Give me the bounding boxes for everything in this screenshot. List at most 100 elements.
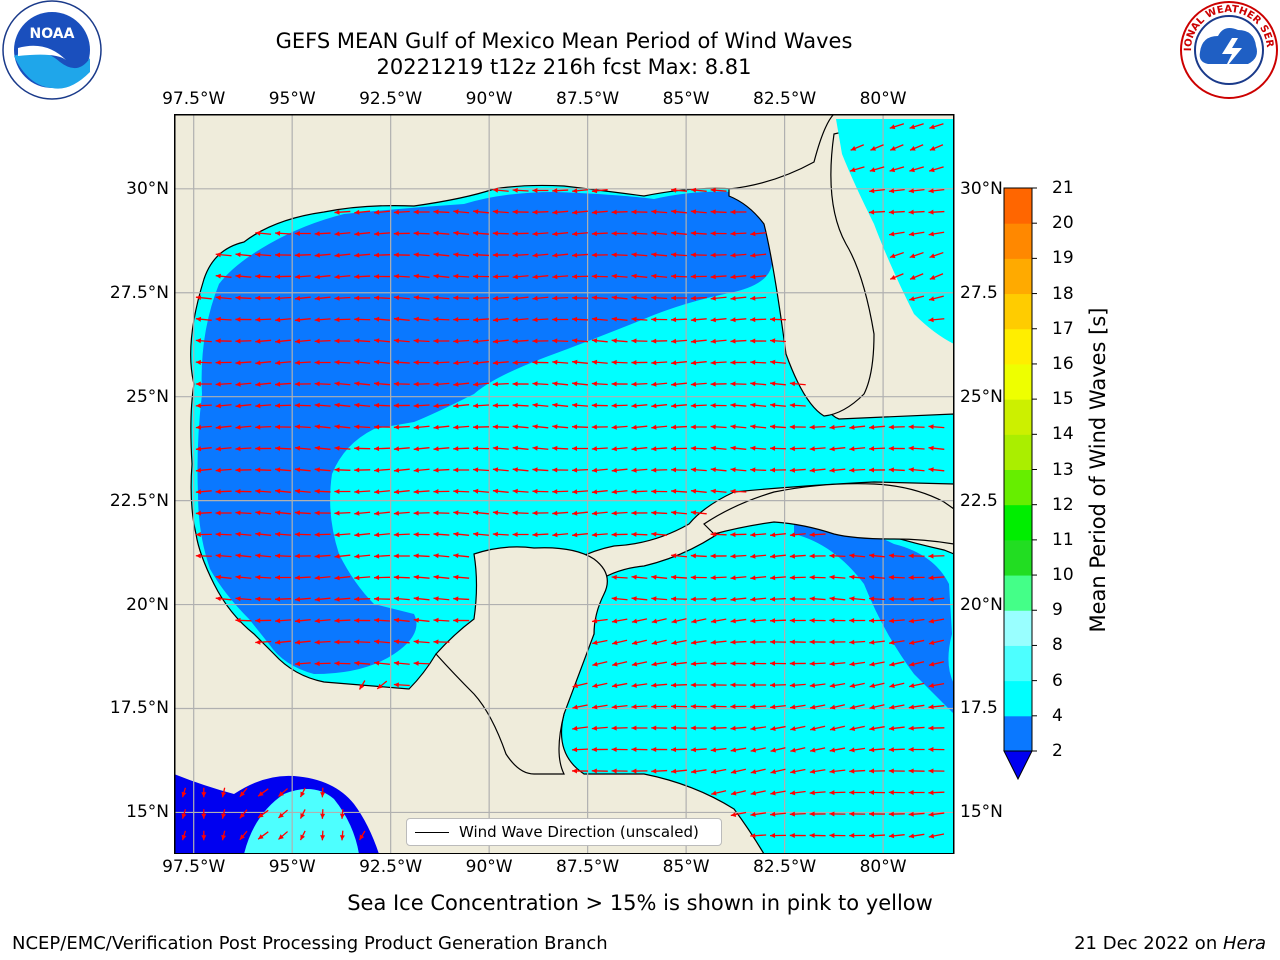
wave-direction-arrow [433,295,450,301]
wave-direction-arrow [690,574,707,580]
wave-direction-arrow [374,660,390,666]
wave-direction-arrow [611,467,628,473]
wave-direction-arrow [770,424,786,430]
wave-direction-arrow [512,231,529,237]
wave-direction-arrow [572,704,588,710]
wave-direction-arrow [671,639,687,645]
wave-direction-arrow [670,317,688,323]
wave-direction-arrow [809,596,826,602]
wave-direction-arrow [195,295,212,301]
wave-direction-arrow [235,295,252,301]
wave-direction-arrow [393,209,410,215]
wave-direction-arrow [314,402,331,408]
wave-direction-arrow [651,725,668,731]
wave-direction-arrow [320,830,326,841]
wave-direction-arrow [631,360,648,366]
wave-direction-arrow [849,833,866,839]
wave-direction-arrow [294,274,311,280]
wave-direction-arrow [770,790,786,796]
wave-direction-arrow [215,574,232,580]
wave-direction-arrow [690,295,707,301]
colorbar-tick-label: 13 [1052,459,1074,480]
wave-direction-arrow [710,661,727,667]
wave-direction-arrow [928,209,945,215]
wave-direction-arrow [512,295,529,301]
wave-direction-arrow [354,252,371,258]
wave-direction-arrow [215,338,232,344]
colorbar-tick-label: 15 [1052,389,1074,410]
wave-direction-arrow [552,338,569,344]
wave-direction-arrow [809,574,826,580]
wave-direction-arrow [651,768,668,774]
wave-direction-arrow [829,768,846,774]
wave-direction-arrow [354,274,371,280]
wave-direction-arrow [215,553,232,559]
wave-direction-arrow [453,424,470,430]
wave-direction-arrow [928,811,945,817]
wave-direction-arrow [255,273,272,279]
wave-direction-arrow [334,553,351,559]
map-frame [174,114,955,855]
wave-direction-arrow [413,316,430,322]
wave-direction-arrow [750,338,767,344]
wave-direction-arrow [393,359,410,365]
wave-direction-arrow [631,273,648,279]
wave-direction-arrow [532,274,549,280]
gulf-2to4s-region [197,191,772,674]
wave-direction-arrow [354,338,371,344]
wave-direction-arrow [809,747,826,753]
wave-direction-arrow [374,489,390,495]
wave-direction-arrow [710,488,727,494]
wave-direction-arrow [928,295,944,302]
wave-direction-arrow [651,661,668,667]
wave-direction-arrow [730,811,747,817]
wave-direction-arrow [354,575,371,581]
wave-direction-arrow [730,660,747,666]
wave-direction-arrow [730,295,747,301]
wave-direction-arrow [512,338,529,344]
wave-direction-arrow [651,209,668,215]
wave-direction-arrow [790,768,806,774]
wave-direction-arrow [690,274,707,280]
wave-direction-arrow [908,833,925,839]
wave-direction-arrow [651,316,668,322]
wave-direction-arrow [393,273,410,279]
wave-direction-arrow [869,704,885,710]
wave-direction-arrow [809,811,826,817]
wave-direction-arrow [453,531,470,537]
wave-direction-arrow [215,489,232,495]
wave-direction-arrow [710,274,727,280]
wave-direction-arrow [354,402,371,408]
wave-direction-arrow [670,725,688,731]
wave-direction-arrow [809,553,826,559]
wave-direction-arrow [294,510,311,516]
wave-direction-arrow [809,704,826,710]
colorbar-bin [1004,328,1032,365]
wave-direction-arrow [928,596,945,602]
wave-direction-arrow [611,273,628,279]
axis-tick-label: 90°W [465,857,513,877]
wave-direction-arrow [888,725,905,731]
wave-direction-arrow [829,596,846,602]
wave-direction-arrow [433,510,450,516]
wave-direction-arrow [908,553,925,559]
wave-direction-arrow [929,144,944,151]
wave-direction-arrow [393,252,410,258]
wave-direction-arrow [671,768,687,774]
wave-direction-arrow [373,424,391,430]
wave-direction-arrow [730,445,747,451]
wave-direction-arrow [750,682,767,688]
wave-direction-arrow [512,252,529,258]
wave-direction-arrow [869,596,885,602]
wave-direction-arrow [710,230,727,236]
colorbar-tick-label: 20 [1052,213,1074,234]
wave-direction-arrow [888,467,905,473]
wave-direction-arrow [888,574,905,580]
wave-direction-arrow [532,295,549,301]
wave-direction-arrow [255,488,272,494]
colorbar-tick-label: 21 [1052,178,1074,198]
wave-direction-arrow [849,661,866,667]
wave-direction-arrow [631,467,648,473]
wave-direction-arrow [612,661,628,667]
wave-direction-arrow [275,618,291,624]
